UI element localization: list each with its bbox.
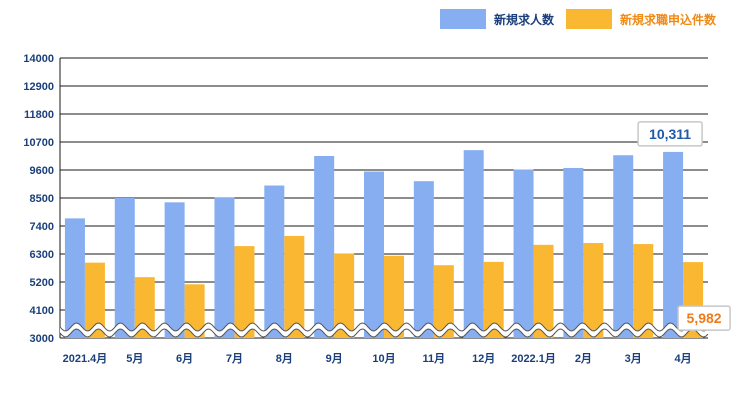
x-tick-label: 2022.1月 [511,352,556,365]
y-tick-label: 10700 [23,137,54,149]
y-tick-label: 14000 [23,53,54,65]
axis-break-band [60,323,708,337]
bar-new-job-openings [513,169,534,338]
legend-label: 新規求人数 [494,12,555,27]
y-tick-label: 9600 [30,165,54,177]
bar-new-applications [284,235,305,338]
x-tick-label: 2021.4月 [63,352,108,365]
bar-new-applications [334,253,355,338]
x-tick-label: 12月 [472,352,495,365]
bar-new-job-openings [364,171,384,338]
x-tick-label: 8月 [276,352,293,365]
y-tick-label: 7400 [30,221,54,233]
bar-new-job-openings [64,218,85,338]
axis-break-line [59,322,709,332]
bar-new-job-openings [413,181,434,338]
x-tick-label: 10月 [372,352,395,365]
bar-new-job-openings [663,151,684,338]
y-tick-label: 8500 [30,193,54,205]
bar-new-applications [234,246,255,338]
data-callout-box [637,121,703,147]
bar-new-job-openings [164,202,185,338]
legend-item-new-applications: 新規求職申込件数 [566,9,716,29]
x-tick-label: 4月 [675,352,692,365]
data-callout-label: 5,982 [687,310,722,326]
x-tick-label: 7月 [226,352,243,365]
legend-swatch-blue [440,9,486,29]
legend-swatch-orange [566,9,612,29]
bar-new-job-openings [264,185,285,338]
x-tick-label: 3月 [625,352,642,365]
bar-new-job-openings [463,150,484,338]
bar-new-applications [84,262,105,338]
data-callout-label: 10,311 [649,126,691,142]
y-tick-label: 4100 [30,305,54,317]
y-tick-label: 5200 [30,277,54,289]
x-tick-label: 9月 [326,352,343,365]
y-tick-label: 12900 [23,81,54,93]
legend-label: 新規求職申込件数 [620,12,717,27]
bar-new-applications [134,277,155,338]
legend-item-new-job-openings: 新規求人数 [440,9,554,29]
bar-new-applications [384,255,404,338]
y-tick-label: 11800 [24,109,54,121]
bar-new-job-openings [563,167,584,338]
x-tick-label: 5月 [126,352,143,365]
bar-new-job-openings [613,155,634,338]
bar-new-applications [633,244,654,338]
bar-new-applications [483,261,504,338]
data-callout-box [677,305,731,331]
x-tick-label: 11月 [423,352,446,365]
bar-new-applications [433,265,454,338]
axis-break-line [59,328,709,338]
bar-new-job-openings [214,197,235,338]
bar-new-job-openings [314,156,335,338]
bar-new-applications [583,243,604,338]
y-tick-label: 3000 [30,333,54,345]
x-tick-label: 6月 [176,352,193,365]
x-tick-label: 2月 [575,352,592,365]
bar-new-applications [533,244,554,338]
y-tick-label: 6300 [30,249,54,261]
bar-new-job-openings [114,198,135,338]
